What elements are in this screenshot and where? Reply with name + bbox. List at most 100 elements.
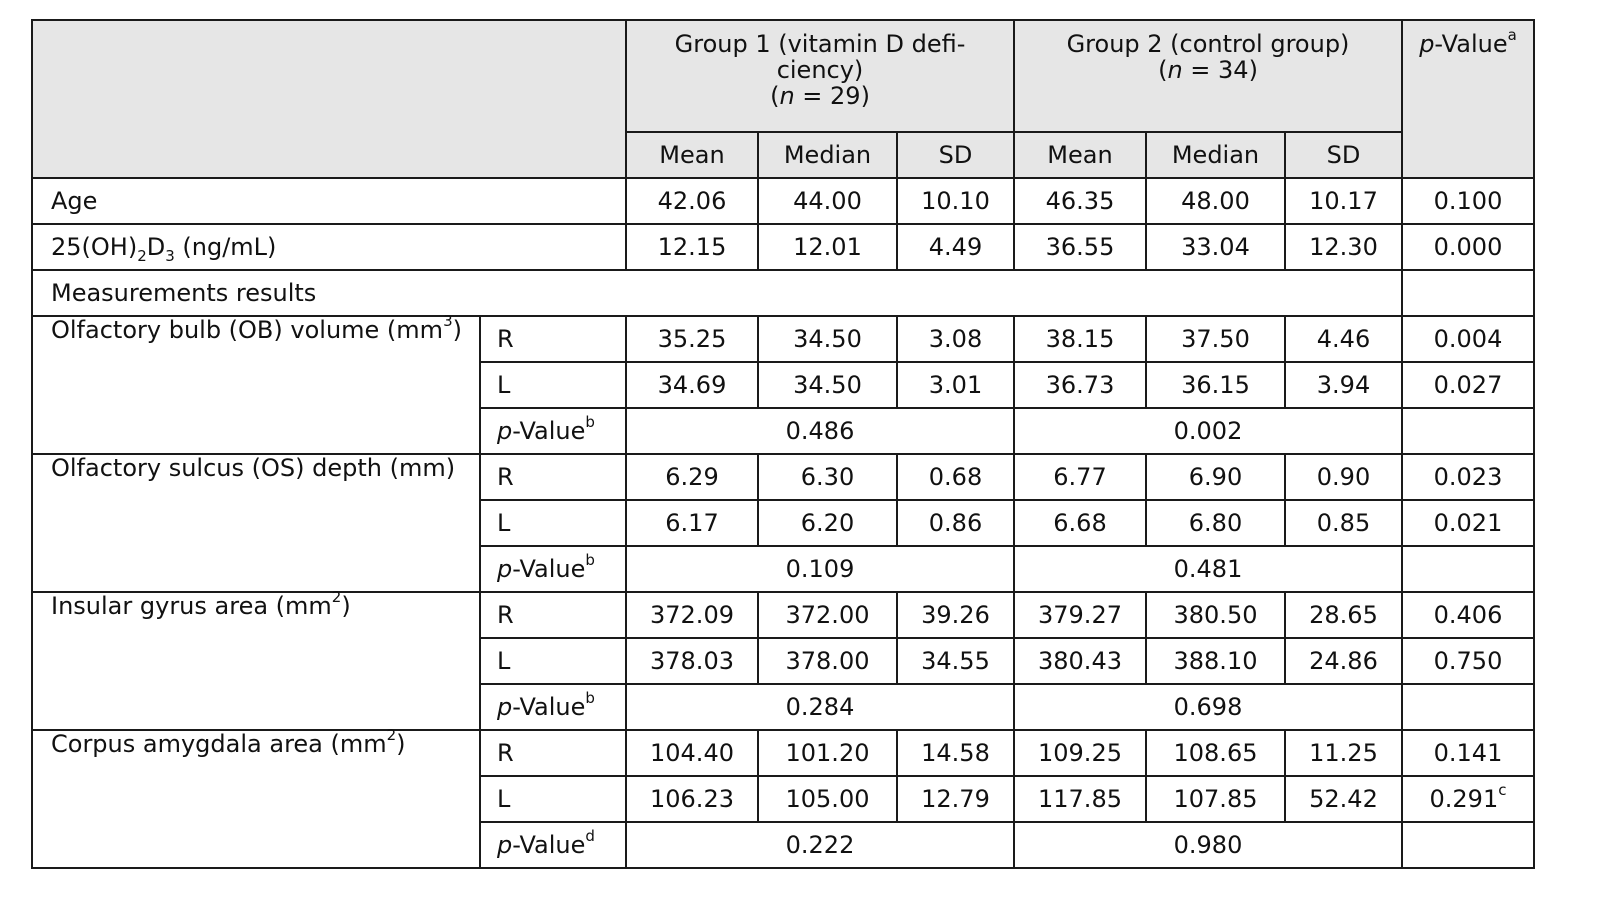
cell: 38.15 — [1013, 315, 1147, 363]
cell: 0.291c — [1401, 775, 1535, 823]
cell: 0.481 — [1013, 545, 1403, 593]
vitd-label: 25(OH)2D3 (ng/mL) — [31, 223, 627, 271]
side-label: L — [479, 637, 627, 685]
g1-mean-header: Mean — [625, 131, 759, 179]
cell: 6.90 — [1145, 453, 1286, 501]
cell: 380.50 — [1145, 591, 1286, 639]
cell: 0.86 — [896, 499, 1015, 547]
pvalue-label: p-Valueb — [479, 407, 627, 455]
cell: 36.15 — [1145, 361, 1286, 409]
measure-row: L 106.23 105.00 12.79 117.85 107.85 52.42 0.291… — [32, 775, 1535, 823]
cell: 0.85 — [1284, 499, 1403, 547]
age-label: Age — [31, 177, 627, 225]
cell: 0.90 — [1284, 453, 1403, 501]
section-row: Measurements results — [31, 269, 1535, 317]
cell: 11.25 — [1284, 729, 1403, 777]
cell: 104.40 — [625, 729, 759, 777]
cell: 12.15 — [625, 223, 759, 271]
g1-median-header: Median — [757, 131, 898, 179]
cell: 372.09 — [625, 591, 759, 639]
cell: 34.69 — [625, 361, 759, 409]
cell: 0.980 — [1013, 821, 1403, 869]
cell: 0.406 — [1401, 591, 1535, 639]
pvalue-label: p-Valueb — [479, 683, 627, 731]
cell: 0.000 — [1401, 223, 1535, 271]
cell: 48.00 — [1145, 177, 1286, 225]
group1-title: Group 1 (vitamin D defi- — [674, 30, 966, 58]
measure-label: Insular gyrus area (mm2) — [31, 590, 481, 731]
cell: 379.27 — [1013, 591, 1147, 639]
cell: 12.30 — [1284, 223, 1403, 271]
cell: 0.004 — [1401, 315, 1535, 363]
cell: 0.222 — [625, 821, 1015, 869]
side-label: L — [479, 775, 627, 823]
cell: 44.00 — [757, 177, 898, 225]
cell: 380.43 — [1013, 637, 1147, 685]
cell: 46.35 — [1013, 177, 1147, 225]
measure-label: Olfactory bulb (OB) volume (mm3) — [31, 314, 481, 455]
side-label: L — [479, 499, 627, 547]
cell: 0.141 — [1401, 729, 1535, 777]
cell: 0.68 — [896, 453, 1015, 501]
cell: 4.49 — [896, 223, 1015, 271]
cell: 372.00 — [757, 591, 898, 639]
cell: 10.10 — [896, 177, 1015, 225]
cell: 36.73 — [1013, 361, 1147, 409]
cell: 6.80 — [1145, 499, 1286, 547]
cell — [1401, 683, 1535, 731]
g2-mean-header: Mean — [1013, 131, 1147, 179]
side-label: R — [479, 315, 627, 363]
cell: 14.58 — [896, 729, 1015, 777]
measures-body: Olfactory bulb (OB) volume (mm3) R 35.25 34… — [31, 314, 1535, 869]
cell: 107.85 — [1145, 775, 1286, 823]
side-label: R — [479, 729, 627, 777]
cell: 0.284 — [625, 683, 1015, 731]
cell: 37.50 — [1145, 315, 1286, 363]
cell: 10.17 — [1284, 177, 1403, 225]
pvalue-row: p-Valueb 0.486 0.002 — [32, 407, 1535, 455]
side-label: R — [479, 453, 627, 501]
g2-median-header: Median — [1145, 131, 1286, 179]
cell: 4.46 — [1284, 315, 1403, 363]
header-corner — [31, 19, 627, 179]
cell: 0.027 — [1401, 361, 1535, 409]
pvalue-row: p-Valueb 0.109 0.481 — [32, 545, 1535, 593]
pvalue-row: p-Valued 0.222 0.980 — [32, 821, 1535, 869]
cell: 388.10 — [1145, 637, 1286, 685]
cell: 42.06 — [625, 177, 759, 225]
measure-row: Olfactory sulcus (OS) depth (mm) R 6.29 6.3… — [31, 453, 1535, 593]
cell: 0.486 — [625, 407, 1015, 455]
pvalue-label: p-Valued — [479, 821, 627, 869]
cell: 36.55 — [1013, 223, 1147, 271]
measure-label: Corpus amygdala area (mm2) — [31, 728, 481, 869]
cell: 12.01 — [757, 223, 898, 271]
cell: 35.25 — [625, 315, 759, 363]
cell: 108.65 — [1145, 729, 1286, 777]
cell: 0.698 — [1013, 683, 1403, 731]
g1-sd-header: SD — [896, 131, 1015, 179]
measure-row: Insular gyrus area (mm2) R 372.09 372.00 39.… — [31, 590, 1535, 731]
cell: 6.29 — [625, 453, 759, 501]
group2-header: Group 2 (control group) (n = 34) — [1013, 19, 1403, 133]
cell: 34.55 — [896, 637, 1015, 685]
measure-row: L 378.03 378.00 34.55 380.43 388.10 24.86 0.750 — [32, 637, 1535, 685]
group1-title-line2: ciency) — [776, 56, 864, 84]
cell — [1401, 269, 1535, 317]
cell: 24.86 — [1284, 637, 1403, 685]
cell: 0.023 — [1401, 453, 1535, 501]
pvalue-header-sup: a — [1507, 26, 1517, 44]
cell: 0.100 — [1401, 177, 1535, 225]
measure-row: L 34.69 34.50 3.01 36.73 36.15 3.94 0.027 — [32, 361, 1535, 409]
cell: 33.04 — [1145, 223, 1286, 271]
measure-row: L 6.17 6.20 0.86 6.68 6.80 0.85 0.021 — [32, 499, 1535, 547]
g2-sd-header: SD — [1284, 131, 1403, 179]
cell: 378.03 — [625, 637, 759, 685]
cell: 3.08 — [896, 315, 1015, 363]
cell: 106.23 — [625, 775, 759, 823]
cell: 6.77 — [1013, 453, 1147, 501]
vitd-row: 25(OH)2D3 (ng/mL) 12.15 12.01 4.49 36.55… — [31, 223, 1535, 271]
pvalue-label: p-Valueb — [479, 545, 627, 593]
cell: 28.65 — [1284, 591, 1403, 639]
cell: 0.021 — [1401, 499, 1535, 547]
cell: 109.25 — [1013, 729, 1147, 777]
